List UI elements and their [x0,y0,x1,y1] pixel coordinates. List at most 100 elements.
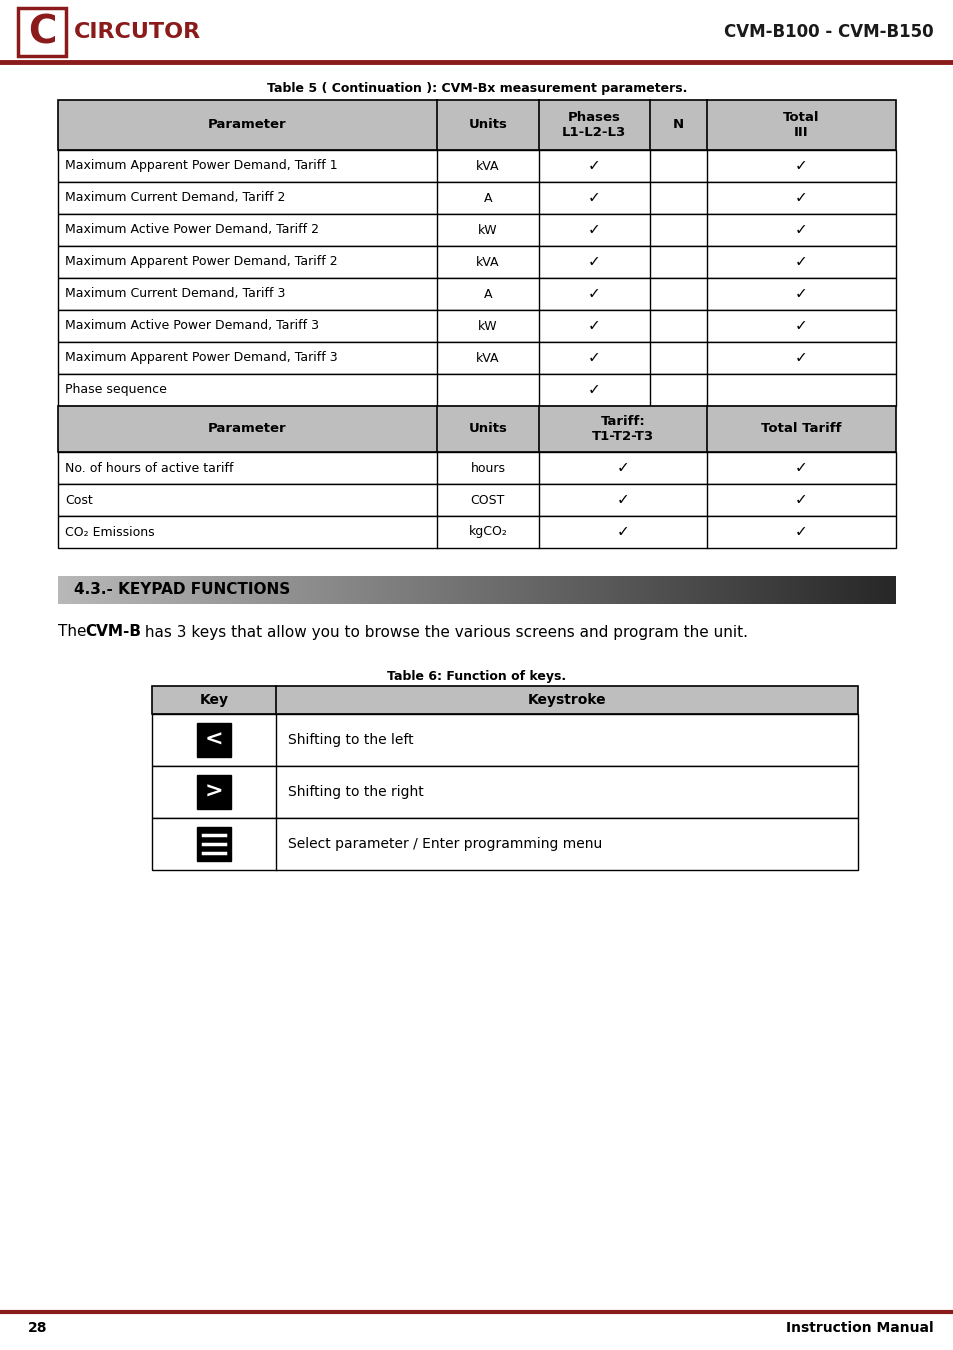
Bar [242,576,245,603]
Bar [306,576,309,603]
Bar [672,576,675,603]
Bar [714,576,717,603]
Bar [139,576,142,603]
Bar [822,576,825,603]
Text: ✓: ✓ [587,286,600,301]
Bar [540,576,543,603]
Bar [594,576,597,603]
Bar [106,576,109,603]
Bar [633,576,636,603]
Text: <: < [204,730,223,751]
Text: ✓: ✓ [794,158,807,174]
Bar [560,576,563,603]
Bar [175,576,178,603]
Bar [882,576,883,603]
Bar [212,576,214,603]
Text: 28: 28 [28,1322,48,1335]
Bar [730,576,733,603]
Text: Phases
L1-L2-L3: Phases L1-L2-L3 [561,111,626,139]
Bar [298,576,301,603]
Bar [155,576,158,603]
Text: Total Tariff: Total Tariff [760,423,841,436]
Bar [513,576,516,603]
Bar [767,576,769,603]
Bar [764,576,767,603]
Text: Maximum Active Power Demand, Tariff 3: Maximum Active Power Demand, Tariff 3 [65,320,318,332]
Text: Maximum Apparent Power Demand, Tariff 3: Maximum Apparent Power Demand, Tariff 3 [65,351,337,364]
Bar [152,765,857,818]
Bar [58,215,895,246]
Bar [728,576,730,603]
Bar [58,182,895,215]
Text: kVA: kVA [476,159,499,173]
Bar [641,576,644,603]
Bar [636,576,639,603]
Bar [569,576,572,603]
Bar [332,576,335,603]
Bar [702,576,705,603]
Bar [597,576,599,603]
Bar [239,576,242,603]
Text: ✓: ✓ [794,223,807,238]
Text: ✓: ✓ [794,286,807,301]
Text: The: The [58,625,91,640]
Bar [753,576,756,603]
Bar [621,576,624,603]
Bar [418,576,420,603]
Bar [142,576,145,603]
Bar [842,576,844,603]
Bar [376,576,379,603]
Bar [599,576,602,603]
Bar [582,576,585,603]
Bar [152,686,857,714]
Bar [253,576,256,603]
Bar [270,576,273,603]
Bar [113,576,116,603]
Bar [326,576,329,603]
Text: A: A [483,288,492,301]
Text: ✓: ✓ [616,525,629,540]
Text: CO₂ Emissions: CO₂ Emissions [65,525,154,539]
Bar [759,576,761,603]
Text: ✓: ✓ [587,158,600,174]
Bar [468,576,471,603]
Bar [795,576,798,603]
Bar [572,576,574,603]
Bar [189,576,192,603]
Bar [74,576,77,603]
Bar [611,576,613,603]
Bar [225,576,228,603]
Bar [772,576,775,603]
Bar [393,576,395,603]
Bar [837,576,840,603]
Bar [18,8,66,55]
Bar [264,576,267,603]
Bar [683,576,686,603]
Text: kW: kW [477,224,497,236]
Bar [808,576,811,603]
Bar [443,576,446,603]
Text: Table 6: Function of keys.: Table 6: Function of keys. [387,670,566,683]
Bar [58,100,895,150]
Bar [700,576,702,603]
Bar [398,576,401,603]
Bar [111,576,113,603]
Bar [655,576,658,603]
Bar [446,576,449,603]
Bar [262,576,264,603]
Bar [537,576,540,603]
Bar [410,576,413,603]
Bar [435,576,437,603]
Bar [248,576,251,603]
Bar [152,576,155,603]
Bar [574,576,577,603]
Bar [164,576,167,603]
Text: ✓: ✓ [794,255,807,270]
Bar [663,576,666,603]
Bar [194,576,197,603]
Bar [566,576,569,603]
Bar [217,576,220,603]
Text: Instruction Manual: Instruction Manual [785,1322,933,1335]
Bar [97,576,100,603]
Bar [579,576,582,603]
